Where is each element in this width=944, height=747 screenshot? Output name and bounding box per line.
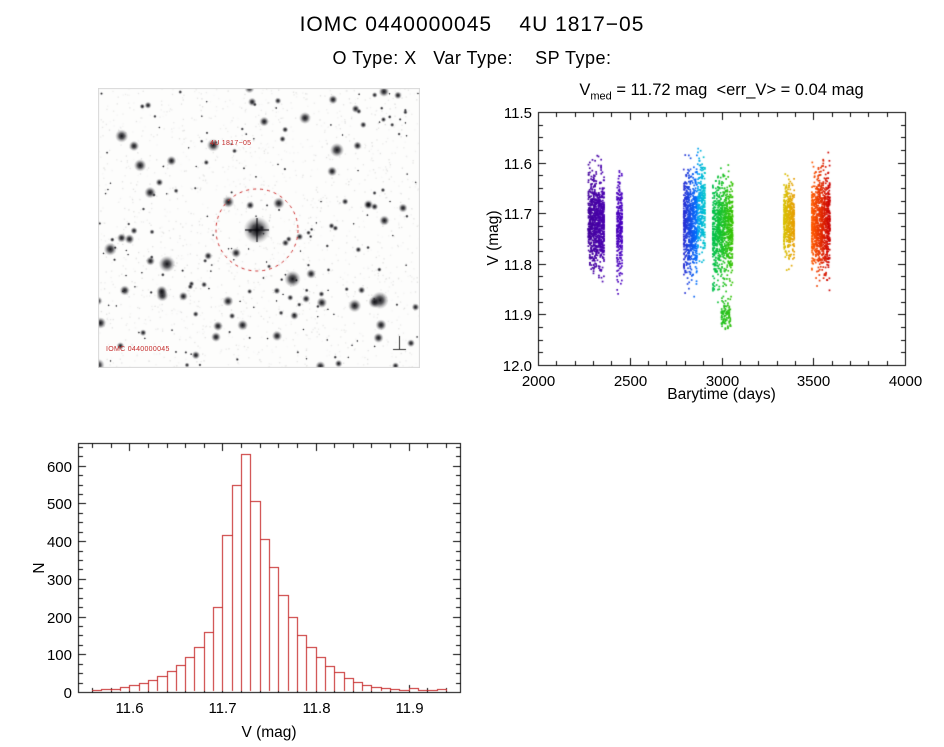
tick-label: 300 — [46, 571, 72, 589]
tick-label: 11.7 — [208, 700, 237, 717]
tick-label: 100 — [46, 646, 72, 664]
histogram-xaxis-label: V (mag) — [241, 724, 297, 741]
tick-label: 2000 — [521, 373, 556, 390]
vmed-value-text: = 11.72 mag <err_V> = 0.04 mag — [611, 81, 864, 99]
histogram-yaxis-label: N — [31, 562, 48, 574]
histogram-panel: 11.6 11.7 11.8 11.9 0 100 200 300 400 500 600 V (m… — [20, 428, 480, 747]
tick-label: 3500 — [796, 373, 831, 390]
tick-label: 4000 — [888, 373, 923, 390]
lightcurve-yaxis-label: V (mag) — [485, 210, 502, 266]
histogram-plot — [20, 428, 480, 747]
tick-label: 400 — [46, 533, 72, 551]
tick-label: 11.7 — [503, 205, 532, 223]
lightcurve-title: Vmed = 11.72 mag <err_V> = 0.04 mag — [538, 81, 905, 102]
object-type-line: O Type: X Var Type: SP Type: — [332, 48, 612, 68]
tick-label: 11.6 — [503, 155, 532, 173]
finding-chart-id-label: IOMC 0440000045 — [106, 346, 170, 353]
lightcurve-xaxis-label: Barytime (days) — [667, 386, 776, 403]
tick-label: 11.9 — [395, 700, 424, 717]
tick-label: 11.5 — [503, 104, 532, 122]
tick-label: 11.6 — [115, 700, 144, 717]
tick-label: 3000 — [705, 373, 740, 390]
finding-chart-panel: 4U 1817−05 IOMC 0440000045 — [98, 88, 420, 368]
tick-label: 11.8 — [503, 256, 532, 274]
vmed-symbol: V — [579, 81, 591, 99]
tick-label: 12.0 — [502, 357, 532, 375]
tick-label: 2500 — [613, 373, 648, 390]
tick-label: 11.9 — [503, 306, 532, 324]
page-title: IOMC 0440000045 4U 1817−05 — [299, 13, 645, 36]
tick-label: 600 — [46, 458, 72, 476]
finding-chart-target-label: 4U 1817−05 — [210, 140, 252, 147]
finding-chart-image — [98, 88, 420, 368]
tick-label: 500 — [46, 495, 72, 513]
lightcurve-panel: Vmed = 11.72 mag <err_V> = 0.04 mag 2000… — [480, 80, 944, 410]
tick-label: 200 — [46, 609, 72, 627]
tick-label: 0 — [63, 684, 72, 702]
tick-label: 11.8 — [302, 700, 331, 717]
vmed-subscript: med — [590, 90, 612, 103]
lightcurve-plot — [480, 80, 944, 410]
